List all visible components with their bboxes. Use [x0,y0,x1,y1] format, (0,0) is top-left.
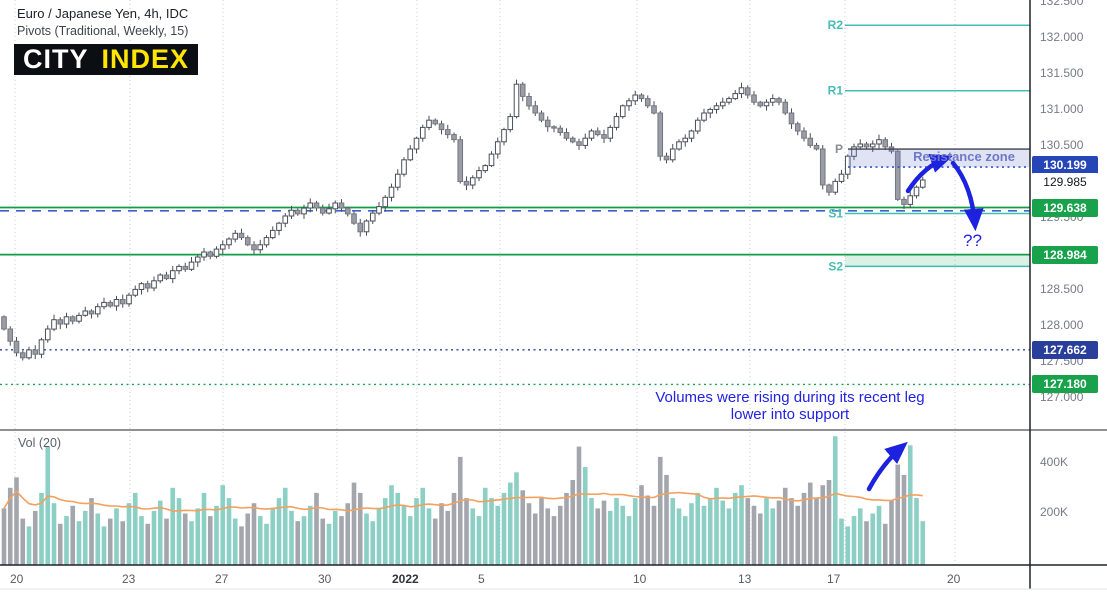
time-axis[interactable]: 20 23 27 30 2022 5 10 13 17 20 [0,565,1030,601]
time-tick: 2022 [392,572,419,586]
price-tick: 127.000 [1040,390,1084,404]
price-tick: 128.500 [1040,282,1084,296]
time-tick: 10 [633,572,647,586]
time-tick: 5 [478,572,485,586]
s2-support-zone[interactable] [845,254,1030,267]
indicator-title[interactable]: Pivots (Traditional, Weekly, 15) [17,24,189,38]
price-tick: 400K [1040,455,1069,469]
price-tick: 131.000 [1040,102,1084,116]
price-tick: 131.500 [1040,66,1084,80]
volume-bars [1,436,926,566]
time-tick: 20 [10,572,24,586]
price-tick: 128.000 [1040,318,1084,332]
time-tick: 23 [122,572,136,586]
volume-note-line2: lower into support [730,406,850,423]
price-level-label: 127.662 [1032,341,1098,359]
time-tick: 30 [318,572,332,586]
svg-text:R1: R1 [828,84,844,98]
price-level-label: 129.638 [1032,199,1098,217]
price-level-label: 127.180 [1032,375,1098,393]
support-resistance-lines[interactable] [0,206,1030,386]
time-tick: 20 [947,572,961,586]
price-level-label: 130.199 [1032,156,1098,174]
volume-note-line1: Volumes were rising during its recent le… [655,389,925,406]
price-level-label: 128.984 [1032,246,1098,264]
price-level-label: 129.985 [1032,173,1098,191]
candlestick-series [1,79,926,361]
svg-text:R2: R2 [828,18,844,32]
symbol-title[interactable]: Euro / Japanese Yen, 4h, IDC [17,6,189,21]
resistance-zone-label[interactable]: Resistance zone [913,149,1015,164]
volume-ma-line [3,490,923,512]
time-tick: 27 [215,572,229,586]
time-tick: 17 [827,572,841,586]
time-tick: 13 [738,572,752,586]
price-tick: 130.500 [1040,138,1084,152]
svg-text:S2: S2 [828,259,843,273]
pivot-levels: R2 R1 P S1 S2 [828,18,1030,273]
trend-arrows[interactable] [866,153,984,492]
price-tick: 132.500 [1040,0,1084,8]
svg-text:P: P [835,142,843,156]
question-marks-annotation[interactable]: ?? [963,231,982,250]
logo-text-city: CITY [23,44,89,74]
volume-indicator-label[interactable]: Vol (20) [18,436,62,450]
price-tick: 132.000 [1040,30,1084,44]
volume-note-annotation[interactable]: Volumes were rising during its recent le… [620,389,960,423]
price-tick: 200K [1040,505,1069,519]
city-index-logo: CITY INDEX [14,44,199,75]
logo-text-index: INDEX [101,44,190,74]
price-axis[interactable]: 132.500132.000131.500131.000130.500130.0… [1030,0,1107,589]
svg-text:S1: S1 [828,206,843,220]
